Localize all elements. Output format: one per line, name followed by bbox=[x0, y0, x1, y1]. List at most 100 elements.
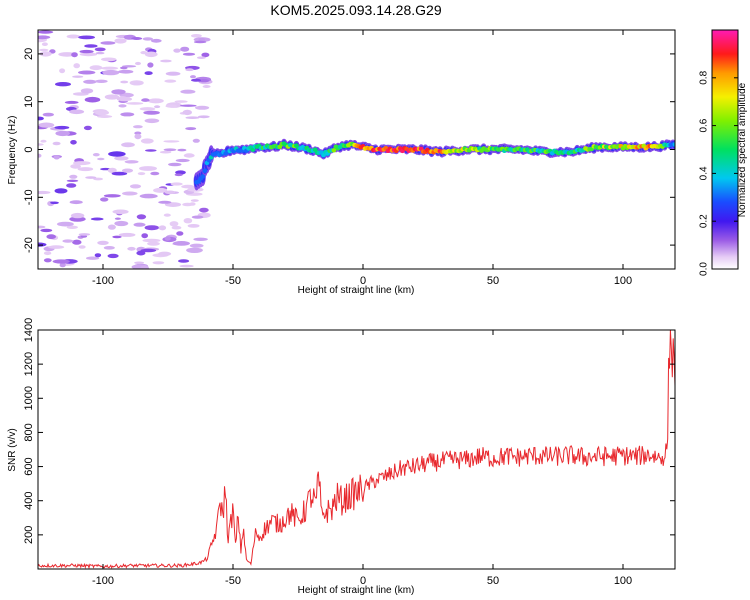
snr-line-layer bbox=[38, 330, 675, 569]
noise-cell bbox=[107, 253, 119, 259]
noise-cell bbox=[190, 199, 199, 202]
noise-cell bbox=[83, 79, 97, 84]
noise-cell bbox=[77, 167, 94, 172]
colorbar-tick-label: 0.8 bbox=[699, 70, 710, 84]
noise-cell bbox=[198, 79, 210, 83]
noise-cell bbox=[150, 171, 160, 176]
noise-cell bbox=[69, 216, 86, 222]
noise-cell bbox=[111, 89, 126, 95]
noise-cell bbox=[107, 224, 116, 230]
noise-cell bbox=[164, 79, 177, 83]
noise-cell bbox=[182, 52, 196, 56]
noise-cell bbox=[160, 59, 172, 63]
noise-cell bbox=[94, 79, 108, 84]
noise-cell bbox=[136, 250, 146, 256]
noise-cell bbox=[84, 96, 101, 103]
y-tick-label: 20 bbox=[23, 48, 35, 60]
noise-cell bbox=[120, 112, 135, 117]
y-tick-label: 1400 bbox=[23, 318, 35, 342]
noise-cell bbox=[38, 122, 55, 128]
x-tick-label: 0 bbox=[360, 575, 366, 587]
noise-cell bbox=[122, 191, 138, 196]
top-x-axis: -100 -50 0 50 100 bbox=[92, 30, 632, 287]
noise-cell bbox=[70, 164, 81, 169]
noise-cell bbox=[163, 213, 171, 217]
noise-cell bbox=[139, 166, 157, 171]
noise-cell bbox=[134, 131, 142, 135]
noise-cell bbox=[187, 224, 200, 228]
noise-cell bbox=[199, 207, 209, 213]
noise-cell bbox=[57, 221, 74, 227]
colorbar-tick-label: 0.6 bbox=[699, 118, 710, 132]
noise-cell bbox=[176, 231, 184, 236]
noise-cell bbox=[193, 40, 207, 44]
noise-cell bbox=[86, 256, 100, 260]
ridge-core bbox=[200, 174, 206, 179]
y-tick-label: -10 bbox=[23, 189, 35, 205]
noise-cell bbox=[139, 193, 158, 199]
noise-cell bbox=[78, 70, 96, 75]
noise-cell bbox=[73, 161, 91, 166]
noise-cell bbox=[177, 148, 187, 152]
noise-cell bbox=[59, 262, 66, 268]
y-tick-label: 600 bbox=[23, 457, 35, 475]
noise-cell bbox=[46, 234, 56, 240]
noise-cell bbox=[202, 85, 211, 88]
noise-cell bbox=[134, 261, 145, 265]
noise-cell bbox=[174, 173, 183, 177]
noise-cell bbox=[38, 30, 54, 34]
colorbar-tick-label: 0.2 bbox=[699, 214, 710, 228]
noise-cell bbox=[136, 214, 147, 220]
noise-cell bbox=[100, 41, 116, 45]
noise-cell bbox=[55, 130, 70, 137]
noise-cell bbox=[40, 228, 53, 233]
noise-cell bbox=[43, 251, 52, 256]
y-tick-label: 0 bbox=[23, 146, 35, 152]
noise-cell bbox=[142, 37, 153, 41]
bottom-y-axis: 200 400 600 800 1000 1200 1400 bbox=[23, 318, 675, 544]
noise-cell bbox=[178, 259, 190, 263]
noise-cell bbox=[114, 217, 121, 220]
noise-cell bbox=[127, 246, 136, 251]
colorbar-tick-label: 0.4 bbox=[699, 166, 710, 180]
noise-cell bbox=[101, 57, 117, 62]
bottom-y-axis-label: SNR (v/v) bbox=[7, 428, 18, 471]
noise-cell bbox=[102, 69, 120, 76]
noise-cell bbox=[120, 80, 129, 84]
noise-cell bbox=[191, 215, 204, 219]
noise-cell bbox=[78, 233, 91, 236]
noise-cell bbox=[179, 264, 194, 268]
y-tick-label: 1000 bbox=[23, 386, 35, 410]
noise-cell bbox=[147, 62, 154, 68]
noise-cell bbox=[158, 225, 167, 231]
snr-plot: -100 -50 0 50 100 200 400 600 800 1000 1200 1400 H… bbox=[7, 318, 676, 596]
bottom-plot-frame bbox=[37, 329, 676, 570]
noise-cell bbox=[66, 34, 81, 39]
noise-cell bbox=[114, 156, 129, 161]
noise-cell bbox=[62, 239, 74, 243]
noise-cell bbox=[126, 102, 144, 105]
noise-cell bbox=[165, 71, 181, 76]
noise-cell bbox=[147, 98, 164, 104]
noise-cell bbox=[121, 168, 134, 173]
noise-cell bbox=[83, 125, 92, 131]
noise-cell bbox=[134, 133, 142, 140]
noise-cell bbox=[135, 61, 141, 66]
x-tick-label: 50 bbox=[487, 575, 499, 587]
noise-cell bbox=[144, 225, 159, 231]
noise-cell bbox=[141, 98, 150, 102]
noise-cell bbox=[164, 190, 176, 195]
noise-cell bbox=[59, 68, 66, 74]
noise-cell bbox=[185, 127, 197, 131]
spectrogram-ridge-layer bbox=[193, 138, 675, 191]
x-tick-label: 0 bbox=[360, 275, 366, 287]
y-tick-label: 800 bbox=[23, 423, 35, 441]
noise-cell bbox=[95, 51, 105, 55]
noise-cell bbox=[84, 44, 98, 48]
noise-cell bbox=[140, 138, 154, 144]
noise-cell bbox=[170, 182, 183, 186]
noise-cell bbox=[118, 69, 134, 74]
noise-cell bbox=[114, 220, 129, 227]
bottom-x-axis-label: Height of straight line (km) bbox=[298, 585, 415, 596]
noise-cell bbox=[104, 94, 120, 100]
